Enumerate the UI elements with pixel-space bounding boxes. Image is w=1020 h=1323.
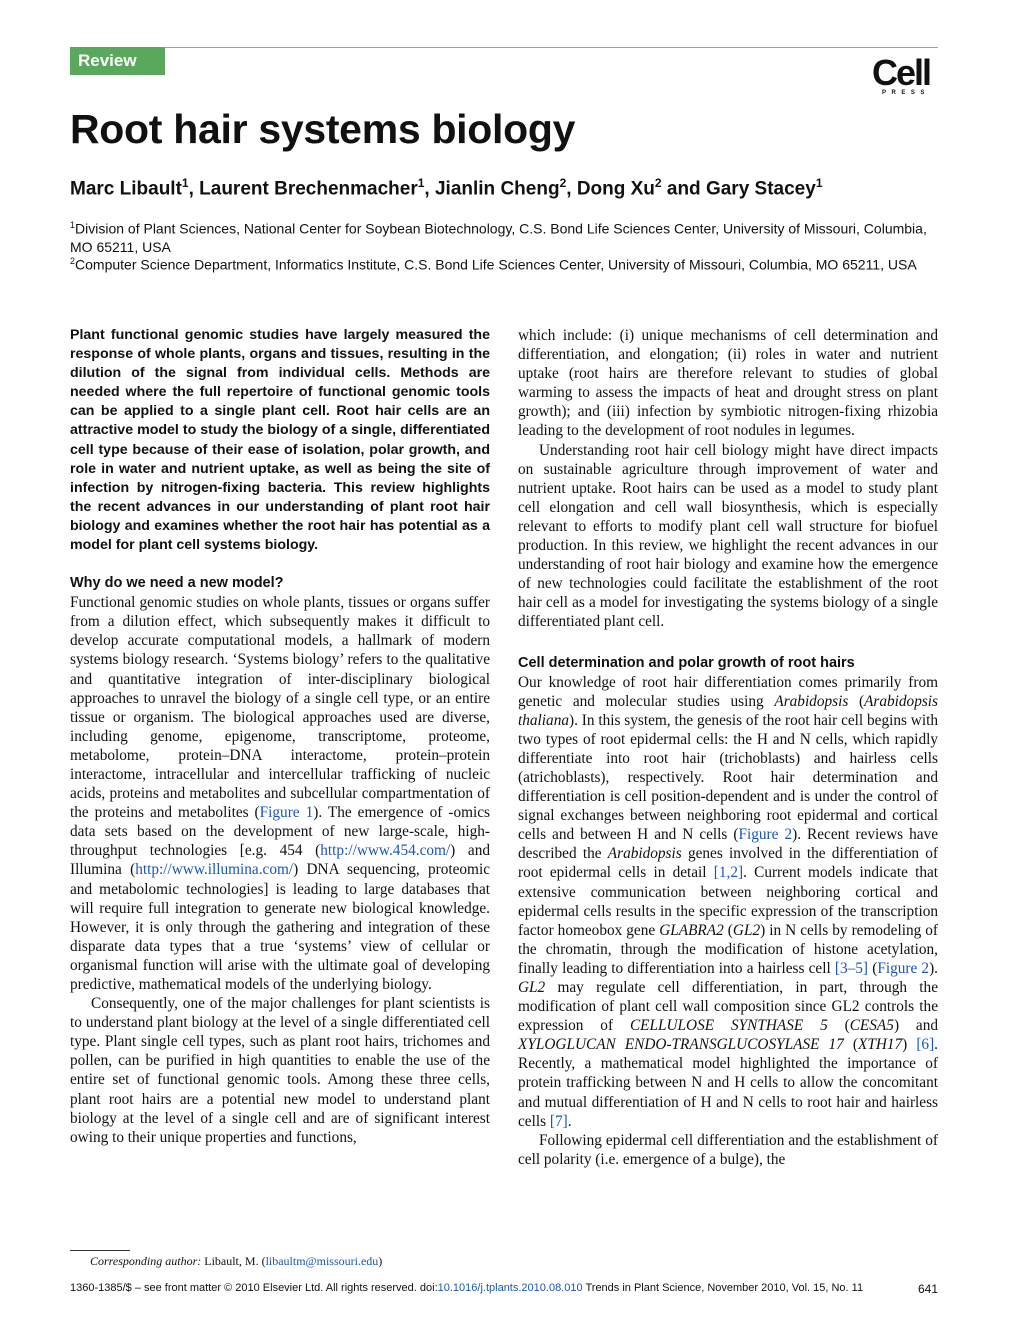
body-paragraph: which include: (i) unique mechanisms of … xyxy=(518,327,938,440)
article-title: Root hair systems biology xyxy=(70,106,576,152)
affiliation-2: 2Computer Science Department, Informatic… xyxy=(70,256,917,273)
section-tag: Review xyxy=(70,47,165,75)
footnote-rule xyxy=(70,1250,130,1251)
section-heading: Why do we need a new model? xyxy=(70,575,284,592)
body-paragraph: Understanding root hair cell biology mig… xyxy=(518,441,938,631)
author: Marc Libault xyxy=(70,178,182,200)
reference-link[interactable]: [3–5] xyxy=(834,959,869,977)
page-number: 641 xyxy=(917,1282,938,1296)
logo-text: Cell xyxy=(872,52,932,93)
body-paragraph: Our knowledge of root hair differentiati… xyxy=(518,673,939,1130)
body-paragraph: Following epidermal cell differentiation… xyxy=(518,1131,938,1168)
author: Gary Stacey xyxy=(705,178,816,200)
figure-link[interactable]: Figure 1 xyxy=(259,804,314,822)
page-footer: 1360-1385/$ – see front matter © 2010 El… xyxy=(70,1282,864,1294)
corresponding-author-note: Corresponding author: Libault, M. (libau… xyxy=(90,1254,383,1268)
header-rule xyxy=(70,47,938,48)
abstract: Plant functional genomic studies have la… xyxy=(70,327,490,554)
author: Laurent Brechenmacher xyxy=(199,178,418,200)
url-link[interactable]: http://www.454.com/ xyxy=(320,842,451,860)
right-column: which include: (i) unique mechanisms of … xyxy=(518,326,938,1169)
left-column: Plant functional genomic studies have la… xyxy=(70,326,490,1147)
figure-link[interactable]: Figure 2 xyxy=(738,826,793,844)
reference-link[interactable]: [6] xyxy=(916,1036,935,1054)
author: Dong Xu xyxy=(576,178,655,200)
cell-press-logo: Cell PRESS xyxy=(872,52,942,97)
logo-subtext: PRESS xyxy=(882,90,930,96)
figure-link[interactable]: Figure 2 xyxy=(877,959,930,977)
url-link[interactable]: http://www.illumina.com/ xyxy=(135,861,294,879)
reference-link[interactable]: [1,2] xyxy=(713,864,744,882)
reference-link[interactable]: [7] xyxy=(549,1112,568,1130)
section-heading: Cell determination and polar growth of r… xyxy=(518,654,855,671)
body-paragraph: Functional genomic studies on whole plan… xyxy=(70,594,490,993)
doi-link[interactable]: 10.1016/j.tplants.2010.08.010 xyxy=(437,1282,583,1294)
author: Jianlin Cheng xyxy=(434,178,560,200)
email-link[interactable]: libaultm@missouri.edu xyxy=(265,1254,379,1268)
affiliation-1: 1Division of Plant Sciences, National Ce… xyxy=(70,220,927,255)
body-paragraph: Consequently, one of the major challenge… xyxy=(70,995,490,1146)
author-list: Marc Libault1, Laurent Brechenmacher1, J… xyxy=(70,176,823,200)
